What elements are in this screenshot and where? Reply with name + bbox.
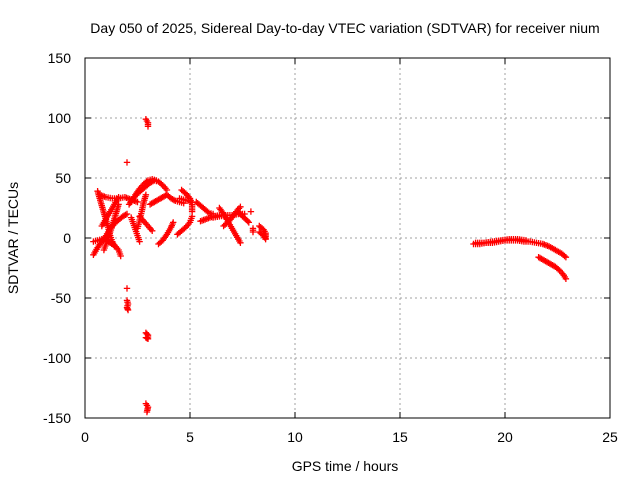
x-tick-label: 25 [602, 429, 618, 445]
x-axis-label: GPS time / hours [292, 458, 399, 474]
chart-title: Day 050 of 2025, Sidereal Day-to-day VTE… [90, 20, 599, 36]
x-tick-label: 5 [186, 429, 194, 445]
data-point [134, 198, 141, 206]
ticks: 0 5 10 15 20 25 -150 -100 -50 0 50 100 150 [43, 50, 618, 445]
data-point [245, 219, 252, 226]
data-point [136, 238, 143, 245]
y-tick-label: 150 [48, 50, 72, 66]
x-tick-label: 10 [287, 429, 303, 445]
data-point [561, 252, 568, 260]
data-points [90, 116, 570, 416]
x-tick-label: 15 [392, 429, 408, 445]
data-point [143, 178, 150, 185]
data-point [188, 208, 196, 215]
y-tick-label: 0 [63, 230, 71, 246]
data-point [153, 177, 160, 184]
y-axis-label: SDTVAR / TECUs [5, 182, 21, 294]
y-tick-label: -150 [43, 410, 71, 426]
y-tick-label: -50 [51, 290, 71, 306]
x-tick-label: 20 [497, 429, 513, 445]
data-point [158, 180, 165, 188]
data-point [144, 123, 152, 130]
data-point [562, 275, 570, 282]
data-point [555, 266, 562, 273]
data-point [522, 237, 530, 244]
plot-frame [84, 57, 611, 419]
data-point [143, 408, 151, 416]
x-tick-label: 0 [81, 429, 89, 445]
data-point [181, 189, 188, 196]
data-point [170, 219, 177, 226]
data-point [142, 191, 150, 198]
data-point [122, 211, 129, 218]
data-point [204, 208, 211, 215]
y-tick-label: -100 [43, 350, 71, 366]
data-point [262, 236, 269, 243]
data-point [123, 159, 131, 166]
data-point [111, 243, 118, 250]
data-point [237, 203, 244, 210]
y-tick-label: 100 [48, 110, 72, 126]
data-point [170, 196, 178, 204]
data-point [149, 227, 156, 234]
data-point [117, 252, 124, 260]
data-point [244, 218, 251, 225]
data-point [123, 285, 131, 292]
y-tick-label: 50 [55, 170, 71, 186]
data-point [237, 239, 244, 246]
data-point [562, 254, 570, 261]
data-point [123, 210, 131, 218]
data-point [142, 334, 150, 341]
data-point [249, 228, 257, 236]
data-point [124, 306, 132, 314]
data-point [223, 220, 230, 227]
data-point [247, 208, 255, 215]
data-point [181, 225, 188, 232]
